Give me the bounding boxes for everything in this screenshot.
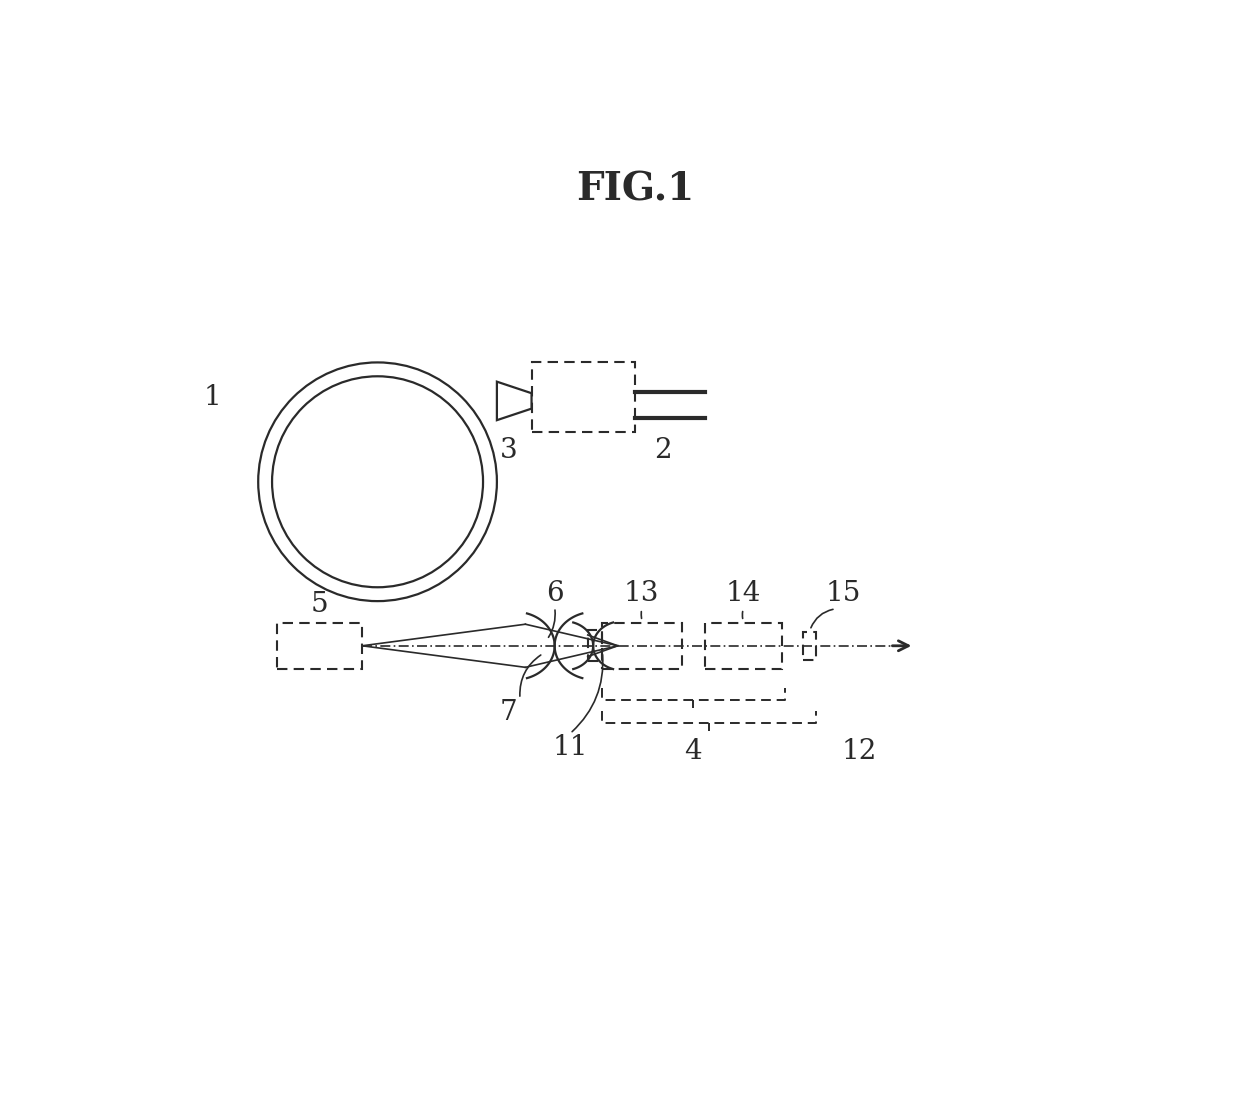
Text: 1: 1	[203, 383, 221, 411]
Text: 14: 14	[725, 579, 761, 607]
Text: 3: 3	[500, 438, 517, 464]
Text: 2: 2	[653, 438, 671, 464]
Bar	[704, 623, 781, 669]
Text: 7: 7	[500, 699, 517, 726]
Text: 15: 15	[826, 579, 861, 607]
Bar	[804, 632, 816, 659]
Text: 11: 11	[552, 733, 588, 761]
Text: FIG.1: FIG.1	[577, 171, 694, 208]
Bar	[278, 623, 362, 669]
Text: 6: 6	[546, 579, 563, 607]
Text: 4: 4	[684, 738, 702, 765]
Text: 5: 5	[311, 592, 329, 618]
Text: 12: 12	[841, 738, 877, 765]
Bar	[601, 623, 682, 669]
Bar	[532, 362, 635, 432]
Text: 13: 13	[624, 579, 660, 607]
Bar	[588, 630, 601, 661]
